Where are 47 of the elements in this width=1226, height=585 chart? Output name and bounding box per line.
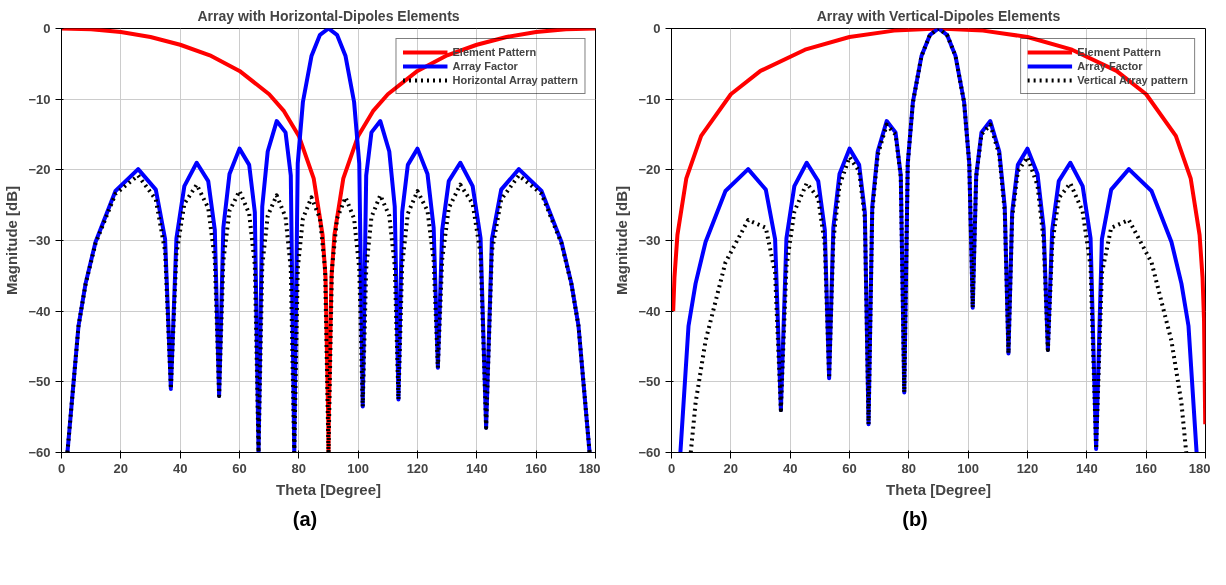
- y-tick-label: 0: [43, 21, 51, 36]
- y-tick-label: −60: [638, 445, 661, 460]
- y-tick-label: −30: [638, 233, 661, 248]
- x-tick-label: 180: [578, 460, 601, 476]
- y-tick-label: −50: [638, 374, 661, 390]
- x-tick-label: 100: [957, 460, 980, 476]
- y-tick-label: −20: [28, 162, 51, 178]
- x-tick-label: 60: [842, 460, 857, 476]
- x-tick-label: 0: [57, 460, 66, 476]
- x-tick-label: 140: [1075, 460, 1098, 476]
- x-tick-label: 0: [667, 460, 676, 476]
- x-axis-title: Theta [Degree]: [275, 480, 382, 498]
- x-tick-label: 20: [723, 460, 739, 476]
- y-tick-label: −40: [28, 303, 51, 319]
- line-series: [65, 173, 592, 453]
- x-tick-label: 20: [113, 460, 129, 476]
- x-tick-label: 80: [291, 460, 307, 476]
- y-tick-label: −60: [28, 445, 51, 460]
- y-tick-label: −20: [638, 162, 661, 178]
- y-axis-title: Magnitude [dB]: [613, 185, 631, 296]
- legend-label: Array Factor: [452, 59, 518, 73]
- x-tick-label: 60: [232, 460, 247, 476]
- legend-label: Array Factor: [1077, 59, 1143, 73]
- y-tick-label: −30: [28, 233, 51, 248]
- y-axis-title: Magnitude [dB]: [3, 185, 21, 296]
- x-tick-label: 120: [1016, 460, 1039, 476]
- x-tick-label: 160: [525, 460, 548, 476]
- y-tick-label: −50: [28, 374, 51, 390]
- y-tick-label: −10: [28, 91, 51, 107]
- legend-label: Horizontal Array pattern: [452, 73, 578, 87]
- text: (b): [902, 507, 928, 532]
- x-tick-label: 80: [901, 460, 917, 476]
- text: (a): [292, 507, 318, 532]
- y-tick-label: −10: [638, 91, 661, 107]
- legend-label: Element Pattern: [1077, 45, 1161, 59]
- x-tick-label: 140: [465, 460, 488, 476]
- x-tick-label: 160: [1135, 460, 1158, 476]
- y-tick-label: −40: [638, 303, 661, 319]
- chart-title: Array with Horizontal-Dipoles Elements: [197, 7, 460, 24]
- chart-title: Array with Vertical-Dipoles Elements: [816, 7, 1061, 24]
- x-tick-label: 180: [1188, 460, 1211, 476]
- x-axis-title: Theta [Degree]: [885, 480, 992, 498]
- x-tick-label: 100: [347, 460, 370, 476]
- x-tick-label: 120: [406, 460, 429, 476]
- x-tick-label: 40: [172, 460, 188, 476]
- x-tick-label: 40: [782, 460, 798, 476]
- y-tick-label: 0: [653, 21, 661, 36]
